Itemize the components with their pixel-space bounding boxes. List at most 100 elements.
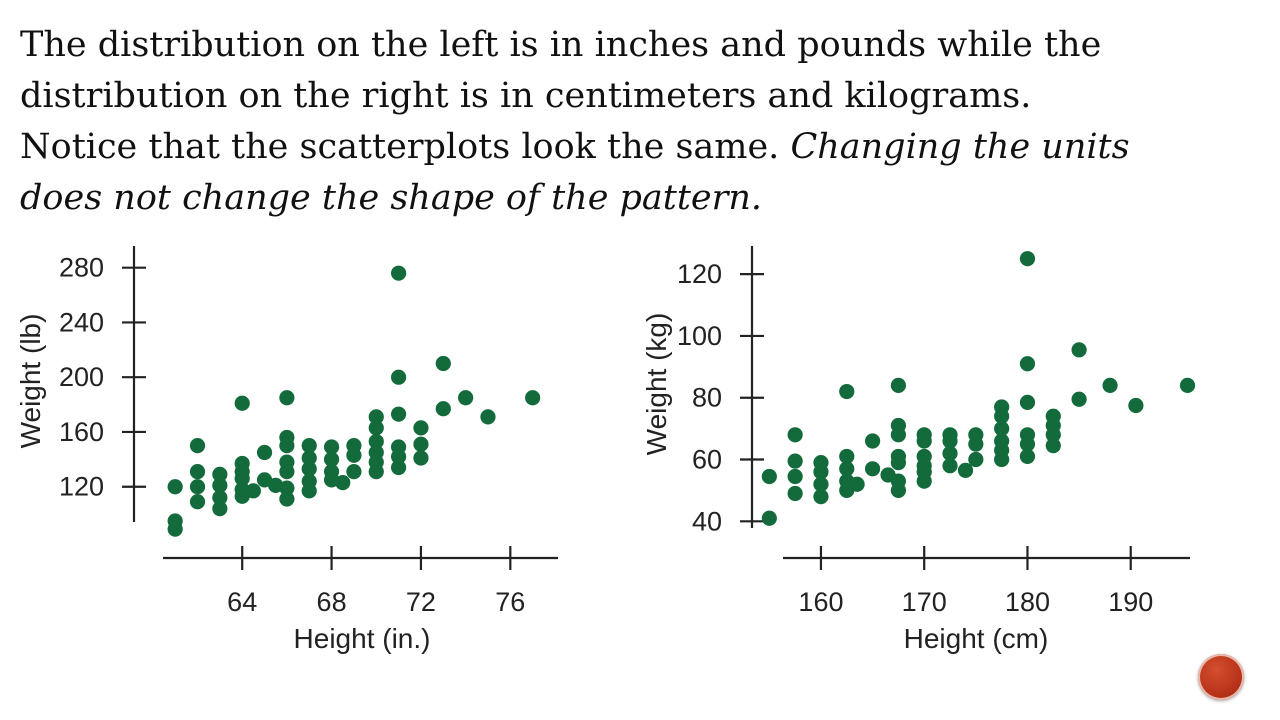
left-data-point [234, 395, 250, 411]
right-data-point [787, 485, 803, 502]
right-data-point [813, 464, 829, 480]
left-data-point [279, 464, 295, 480]
left-data-point [335, 475, 351, 491]
right-y-axis-title: Weight (kg) [641, 313, 672, 456]
left-data-point [368, 464, 384, 480]
left-data-point [301, 461, 317, 477]
right-data-point [968, 436, 984, 452]
right-data-point [761, 510, 777, 526]
left-data-point [435, 401, 451, 417]
left-data-point [212, 490, 228, 506]
left-x-tick-label: 64 [227, 587, 257, 617]
left-data-point [189, 494, 206, 510]
left-data-point [346, 447, 362, 463]
left-data-point [189, 464, 206, 480]
right-y-tick-label: 40 [692, 506, 722, 536]
right-data-point [994, 408, 1010, 424]
right-data-point [1019, 356, 1036, 372]
right-data-point [813, 489, 829, 505]
left-y-tick-label: 240 [59, 307, 104, 337]
left-data-point [391, 369, 407, 385]
right-x-tick-label: 170 [902, 587, 947, 617]
right-data-point [1019, 448, 1036, 465]
right-data-point [1071, 342, 1087, 358]
left-data-point [525, 390, 541, 406]
left-data-point [212, 466, 228, 482]
right-y-tick-label: 100 [677, 321, 722, 351]
right-data-point [890, 377, 906, 393]
right-data-point [942, 445, 958, 461]
right-y-tick-label: 120 [677, 259, 722, 289]
right-data-point [813, 476, 829, 492]
left-y-tick-label: 200 [59, 362, 104, 392]
circle-button-icon[interactable] [1198, 654, 1244, 700]
left-data-point [391, 265, 407, 281]
right-data-point [968, 451, 984, 468]
right-data-point [864, 461, 881, 477]
left-data-point [480, 409, 496, 425]
left-x-tick-label: 76 [495, 587, 525, 617]
left-data-point [346, 464, 362, 480]
left-data-point [256, 444, 273, 461]
text-line-3-plain: Notice that the scatterplots look the sa… [20, 127, 791, 167]
left-data-point [301, 450, 317, 466]
left-data-point [458, 390, 474, 406]
right-data-point [942, 433, 958, 449]
right-data-point [787, 468, 803, 485]
text-line-4: does not change the shape of the pattern… [20, 178, 763, 218]
left-data-point [391, 449, 407, 465]
left-x-tick-label: 72 [406, 587, 436, 617]
left-x-axis-title: Height (in.) [294, 623, 431, 654]
right-data-point [994, 421, 1010, 437]
right-data-point [839, 461, 855, 477]
left-y-tick-label: 160 [59, 417, 104, 447]
left-data-point [413, 436, 429, 452]
slide-body-text: The distribution on the left is in inche… [20, 20, 1260, 224]
right-data-point [890, 427, 906, 443]
left-data-point [391, 406, 407, 422]
right-data-point [787, 427, 803, 443]
left-data-point [413, 450, 429, 466]
left-data-point [323, 451, 340, 467]
left-data-point [212, 477, 228, 493]
right-data-point [942, 458, 958, 474]
right-data-point [1128, 397, 1144, 414]
right-y-tick-label: 60 [692, 445, 722, 475]
left-data-point [301, 483, 317, 499]
text-line-3: Notice that the scatterplots look the sa… [20, 122, 1260, 173]
right-data-point [761, 468, 777, 485]
right-data-point [916, 433, 932, 449]
left-data-point [368, 420, 384, 436]
right-x-tick-label: 180 [1005, 587, 1050, 617]
right-data-point [1019, 394, 1036, 410]
left-data-point [391, 459, 407, 476]
right-data-point [864, 433, 881, 449]
left-data-point [323, 439, 340, 455]
left-data-point [368, 433, 384, 450]
right-data-point [1179, 377, 1196, 393]
left-data-point [413, 420, 429, 436]
right-data-point [1045, 427, 1061, 443]
left-data-point [167, 479, 183, 495]
right-x-tick-label: 190 [1108, 587, 1153, 617]
left-data-point [167, 521, 183, 537]
right-data-point [890, 482, 906, 499]
left-data-point [189, 479, 206, 495]
left-data-point [245, 483, 261, 499]
right-x-tick-label: 160 [798, 587, 843, 617]
text-line-2: distribution on the right is in centimet… [20, 76, 1032, 116]
right-y-tick-label: 80 [692, 383, 722, 413]
left-data-point [279, 480, 295, 496]
left-y-tick-label: 280 [59, 253, 104, 283]
text-line-1: The distribution on the left is in inche… [20, 25, 1102, 65]
right-data-point [1019, 251, 1036, 267]
right-data-point [916, 473, 932, 489]
right-data-point [890, 455, 906, 471]
right-data-point [839, 448, 855, 465]
right-data-point [1019, 436, 1036, 452]
right-data-point [1071, 391, 1087, 407]
left-data-point [189, 438, 206, 454]
right-data-point [1102, 377, 1118, 393]
